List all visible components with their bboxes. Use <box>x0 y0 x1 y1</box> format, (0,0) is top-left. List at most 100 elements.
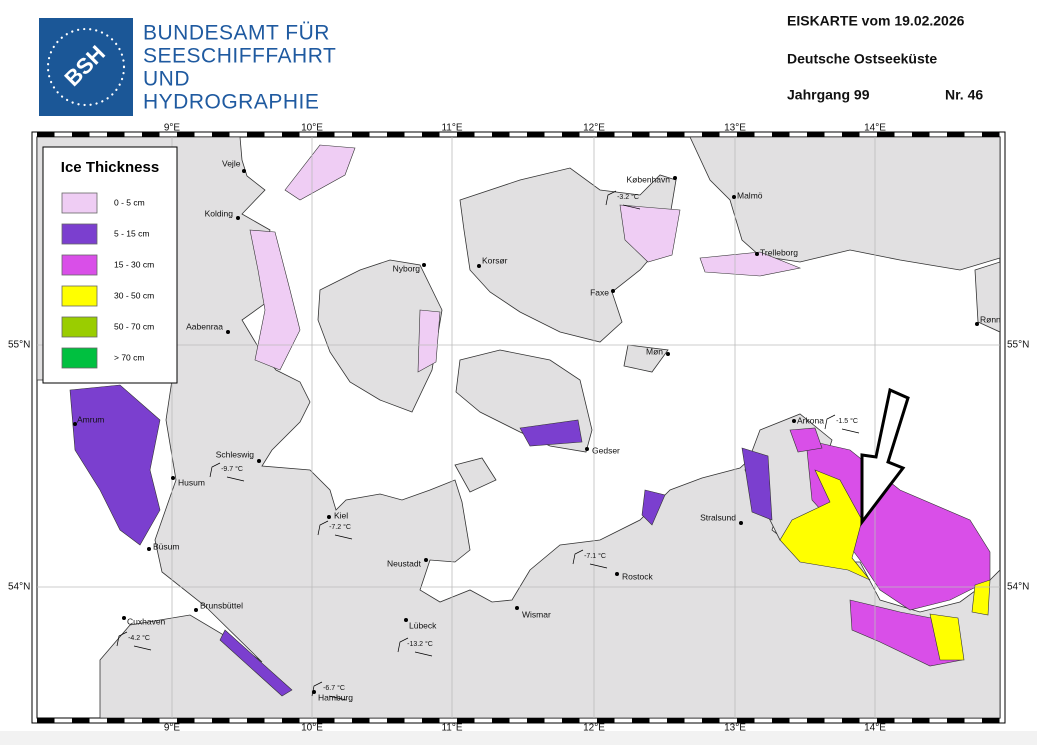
wind-barb <box>824 414 836 430</box>
lat-label: 54°N <box>1007 582 1029 593</box>
frame-tick <box>177 718 195 723</box>
place-dot <box>226 330 230 334</box>
frame-tick <box>807 718 825 723</box>
wind-shaft <box>133 645 152 651</box>
legend-swatch <box>61 285 98 307</box>
frame-tick <box>527 718 545 723</box>
frame-tick <box>947 718 965 723</box>
frame-tick <box>352 718 370 723</box>
frame-tick <box>107 718 125 723</box>
place-dot <box>732 195 736 199</box>
place-label: Büsum <box>153 541 179 551</box>
place-dot <box>242 169 246 173</box>
legend: Ice Thickness 0 - 5 cm 5 - 15 cm 15 - 30 c… <box>42 146 178 384</box>
place-dot <box>73 422 77 426</box>
lon-label: 11°E <box>441 723 462 734</box>
land-sweden <box>689 137 1000 271</box>
place-dot <box>422 263 426 267</box>
temperature-label: -13.2 °C <box>407 640 433 648</box>
frame-tick <box>772 718 790 723</box>
frame-tick <box>737 718 755 723</box>
frame-tick <box>877 718 895 723</box>
frame-tick <box>282 132 300 137</box>
land-bornholm <box>974 261 1000 333</box>
place-label: Korsør <box>482 255 508 265</box>
lon-label: 9°E <box>164 723 181 734</box>
place-label: Nyborg <box>393 263 421 273</box>
ice-5-15 <box>519 419 583 447</box>
frame-tick <box>667 718 685 723</box>
frame-tick <box>632 132 650 137</box>
land-funen <box>317 259 443 413</box>
temperature-label: -9.7 °C <box>221 465 243 473</box>
frame-tick <box>387 718 405 723</box>
frame-tick <box>632 718 650 723</box>
frame-tick <box>912 718 930 723</box>
logo-ring <box>46 27 126 107</box>
lon-label: 14°E <box>864 123 886 134</box>
frame-tick <box>142 718 160 723</box>
frame-tick <box>947 132 965 137</box>
legend-label: 5 - 15 cm <box>114 228 149 238</box>
ice-5-15 <box>219 629 293 697</box>
frame-tick <box>597 718 615 723</box>
place-dot <box>975 322 979 326</box>
place-label: Aabenraa <box>186 321 223 331</box>
map-title: EISKARTE vom 19.02.2026 <box>787 13 965 29</box>
place-dot <box>611 289 615 293</box>
lat-label: 55°N <box>8 340 30 351</box>
volume: Jahrgang 99 <box>787 87 870 103</box>
frame-tick <box>457 718 475 723</box>
place-label: København <box>627 174 671 184</box>
frame-tick <box>247 718 265 723</box>
ice-5-15 <box>641 489 666 526</box>
frame-tick <box>912 132 930 137</box>
ice <box>69 144 991 697</box>
ice-15-30 <box>789 427 823 453</box>
frame-tick <box>772 132 790 137</box>
place-label: Vejle <box>222 158 241 168</box>
place-dot <box>666 352 670 356</box>
ice-0-5 <box>619 204 681 263</box>
frame-tick <box>492 132 510 137</box>
place-label: Gedser <box>592 445 620 455</box>
legend-label: 30 - 50 cm <box>114 290 154 300</box>
wind-shaft <box>622 204 641 210</box>
ice-5-15 <box>69 384 161 546</box>
lon-label: 13°E <box>724 123 746 134</box>
wind-shaft <box>328 695 347 701</box>
ice-0-5 <box>417 309 441 373</box>
legend-label: > 70 cm <box>114 352 144 362</box>
place-dot <box>194 608 198 612</box>
place-label: Cuxhaven <box>127 616 166 626</box>
place-dot <box>236 216 240 220</box>
place-label: Rostock <box>622 571 653 581</box>
lon-label: 9°E <box>164 123 181 134</box>
place-dot <box>615 572 619 576</box>
wind-shaft <box>414 651 433 657</box>
map-layers: Vejle Kolding Aabenraa Amrum Husum Büsum Cuxha… <box>37 137 1000 718</box>
legend-label: 15 - 30 cm <box>114 259 154 269</box>
ice-0-5 <box>699 251 802 277</box>
place-dot <box>585 447 589 451</box>
frame-tick <box>807 132 825 137</box>
place-dot <box>404 618 408 622</box>
place-dot <box>739 521 743 525</box>
place-label: Kiel <box>334 510 348 520</box>
ice-0-5 <box>249 229 301 371</box>
lat-label: 55°N <box>1007 340 1029 351</box>
temperature-label: -7.1 °C <box>584 552 606 560</box>
frame-tick <box>982 718 1000 723</box>
attention-arrow <box>860 387 910 527</box>
lon-label: 12°E <box>583 123 605 134</box>
frame-tick <box>457 132 475 137</box>
frame-tick <box>352 132 370 137</box>
ice-30-50 <box>779 469 871 581</box>
ice-0-5 <box>284 144 356 201</box>
wind-shaft <box>226 476 245 482</box>
place-label: Arkona <box>797 415 824 425</box>
frame-tick <box>527 132 545 137</box>
footer-strip <box>0 731 1037 745</box>
frame-tick <box>667 132 685 137</box>
logo <box>39 18 133 116</box>
